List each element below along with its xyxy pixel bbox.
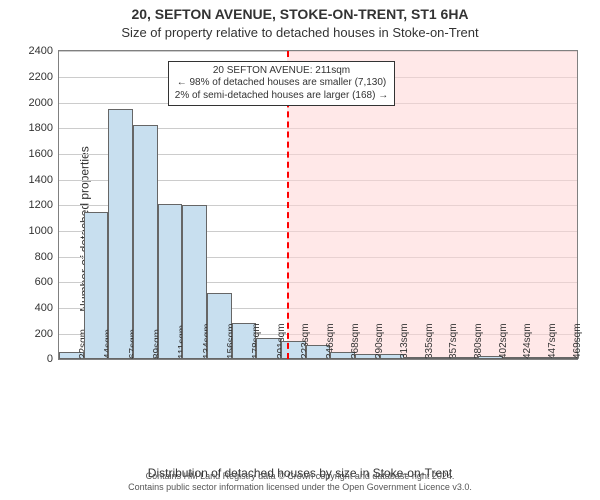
page-subtitle: Size of property relative to detached ho… xyxy=(0,23,600,41)
x-tick-label: 447sqm xyxy=(545,324,558,360)
y-tick-label: 2000 xyxy=(29,97,59,109)
annotation-box: 20 SEFTON AVENUE: 211sqm← 98% of detache… xyxy=(168,61,395,107)
x-tick-label: 357sqm xyxy=(446,324,459,360)
chart: Number of detached properties 0200400600… xyxy=(0,44,600,414)
page: 20, SEFTON AVENUE, STOKE-ON-TRENT, ST1 6… xyxy=(0,0,600,500)
footer: Contains HM Land Registry data © Crown c… xyxy=(0,471,600,494)
footer-line-1: Contains HM Land Registry data © Crown c… xyxy=(0,471,600,483)
x-tick-label: 424sqm xyxy=(520,324,533,360)
x-tick-label: 402sqm xyxy=(496,324,509,360)
x-tick-label: 380sqm xyxy=(471,324,484,360)
y-tick-label: 2200 xyxy=(29,71,59,83)
y-tick-label: 1800 xyxy=(29,122,59,134)
y-tick-label: 200 xyxy=(35,328,59,340)
plot-area: 0200400600800100012001400160018002000220… xyxy=(58,50,578,360)
histogram-bar xyxy=(133,125,158,360)
y-tick-label: 600 xyxy=(35,276,59,288)
y-tick-label: 1000 xyxy=(29,225,59,237)
histogram-bar xyxy=(108,109,133,359)
y-tick-label: 400 xyxy=(35,302,59,314)
x-tick-label: 313sqm xyxy=(397,324,410,360)
y-tick-label: 1400 xyxy=(29,174,59,186)
y-tick-label: 1200 xyxy=(29,199,59,211)
y-tick-label: 800 xyxy=(35,251,59,263)
page-title: 20, SEFTON AVENUE, STOKE-ON-TRENT, ST1 6… xyxy=(0,0,600,23)
footer-line-2: Contains public sector information licen… xyxy=(0,482,600,494)
y-tick-label: 2400 xyxy=(29,45,59,57)
x-tick-label: 469sqm xyxy=(570,324,583,360)
y-tick-label: 0 xyxy=(47,353,59,365)
y-tick-label: 1600 xyxy=(29,148,59,160)
annotation-line: 2% of semi-detached houses are larger (1… xyxy=(175,90,388,103)
x-tick-label: 335sqm xyxy=(422,324,435,360)
annotation-line: ← 98% of detached houses are smaller (7,… xyxy=(175,77,388,90)
annotation-line: 20 SEFTON AVENUE: 211sqm xyxy=(175,65,388,78)
